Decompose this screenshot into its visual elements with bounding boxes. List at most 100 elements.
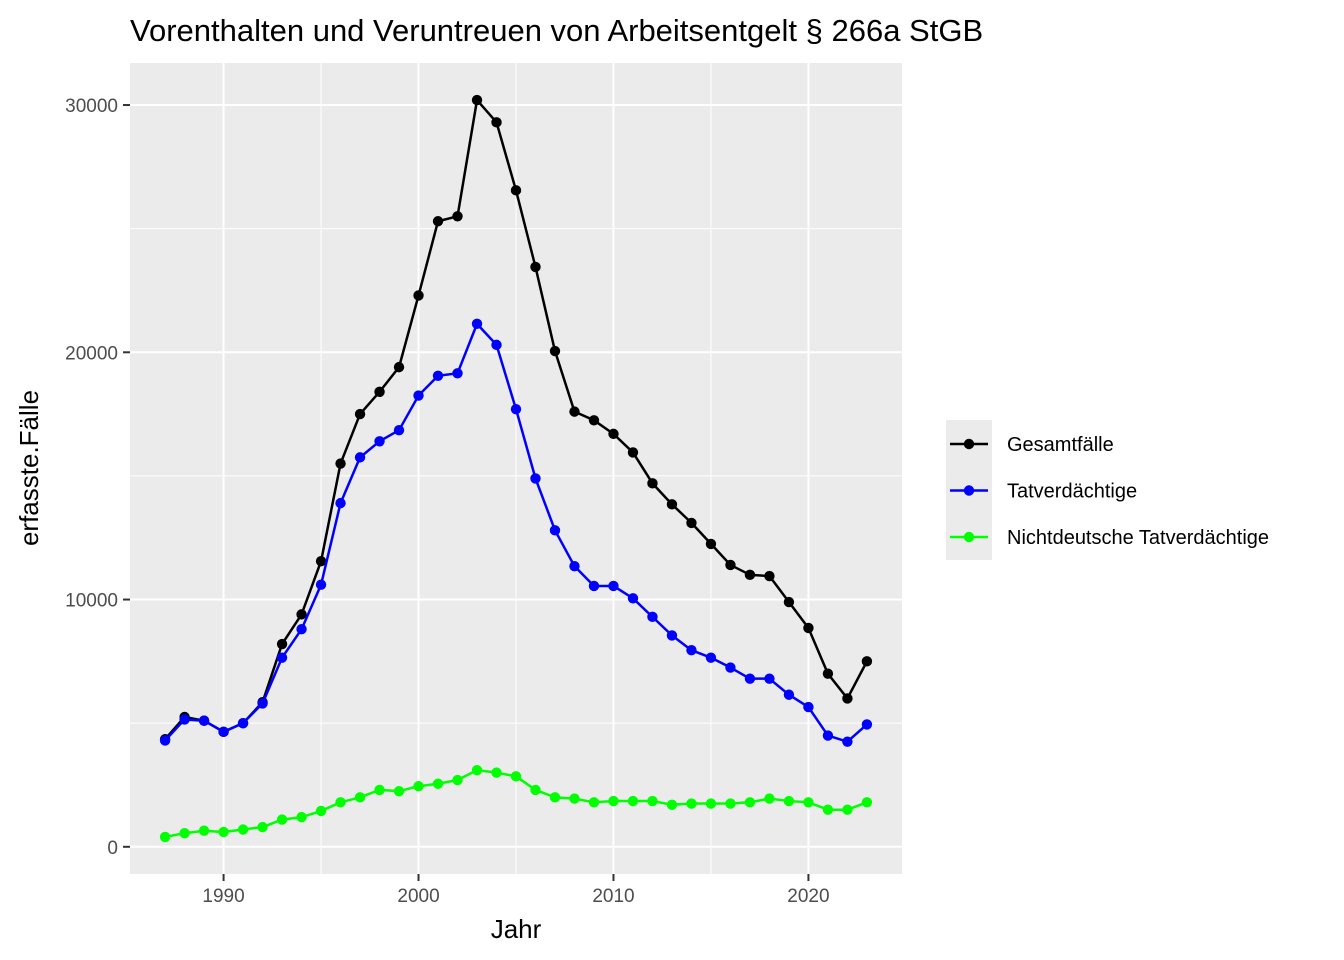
data-point	[627, 593, 639, 604]
data-point	[725, 662, 736, 673]
data-point	[530, 261, 541, 273]
data-point	[491, 767, 502, 778]
data-point	[179, 828, 190, 839]
data-point	[354, 452, 366, 463]
data-point	[471, 764, 483, 776]
data-point	[549, 345, 561, 357]
data-point	[861, 797, 873, 808]
data-point	[491, 117, 502, 128]
data-point	[179, 714, 190, 725]
data-point	[725, 798, 736, 809]
data-point	[374, 436, 385, 447]
axes: 1990 2000 2010 2020 0 10000 20000 30000	[65, 96, 829, 907]
x-axis-title: Jahr	[491, 914, 542, 944]
data-point	[257, 821, 268, 833]
data-point	[686, 645, 697, 656]
y-tick-label: 20000	[65, 343, 118, 364]
data-point	[491, 339, 502, 351]
data-point	[159, 735, 171, 746]
data-point	[471, 318, 483, 330]
data-point	[647, 478, 658, 489]
data-point	[276, 638, 288, 650]
data-point	[842, 804, 853, 815]
y-tick-label: 0	[107, 838, 118, 859]
data-point	[666, 799, 678, 810]
legend-item: Gesamtfälle	[950, 434, 1114, 456]
y-tick-label: 10000	[65, 591, 118, 612]
y-axis-title: erfasste.Fälle	[14, 390, 44, 546]
data-point	[764, 673, 775, 684]
data-point	[393, 361, 405, 373]
x-tick-label: 1990	[202, 886, 244, 907]
data-point	[744, 569, 756, 581]
data-point	[198, 825, 210, 836]
series-2	[159, 318, 873, 747]
legend-item: Nichtdeutsche Tatverdächtige	[950, 527, 1269, 549]
data-point	[783, 689, 795, 700]
data-point	[588, 580, 600, 592]
data-point	[530, 473, 541, 484]
data-point	[822, 730, 834, 741]
data-point	[686, 798, 697, 809]
data-point	[705, 652, 717, 663]
series-3	[159, 764, 873, 843]
data-point	[335, 458, 346, 469]
data-point	[764, 570, 775, 582]
data-point	[764, 793, 775, 804]
data-point	[237, 824, 249, 835]
data-point	[413, 290, 424, 301]
data-point	[471, 94, 483, 106]
data-point	[413, 390, 424, 401]
legend-key-point	[963, 531, 975, 543]
data-point	[783, 795, 795, 807]
data-point	[296, 811, 307, 823]
data-point	[627, 447, 639, 458]
data-point	[296, 609, 307, 620]
data-point	[705, 538, 717, 550]
data-point	[257, 698, 268, 709]
legend-label: Tatverdächtige	[1007, 481, 1137, 503]
data-point	[608, 580, 619, 592]
data-point	[198, 715, 210, 726]
data-point	[276, 652, 288, 663]
data-point	[803, 622, 814, 634]
data-point	[744, 673, 756, 684]
legend: Gesamtfälle Tatverdächtige Nichtdeutsche T…	[946, 420, 1269, 560]
data-point	[276, 814, 288, 825]
data-point	[647, 611, 658, 623]
data-point	[627, 795, 639, 807]
data-point	[393, 785, 405, 797]
data-point	[725, 559, 736, 571]
legend-label: Gesamtfälle	[1007, 434, 1114, 456]
data-point	[413, 781, 424, 792]
data-point	[803, 797, 814, 808]
data-point	[647, 795, 658, 807]
data-point	[549, 792, 561, 803]
data-point	[744, 797, 756, 808]
data-point	[393, 424, 405, 436]
data-point	[569, 560, 580, 572]
legend-key-point	[963, 438, 975, 450]
data-point	[803, 701, 814, 713]
data-point	[452, 774, 463, 786]
legend-key-point	[963, 485, 975, 496]
data-point	[432, 216, 444, 227]
data-point	[510, 771, 522, 782]
data-point	[569, 406, 580, 417]
data-point	[842, 693, 853, 704]
x-tick-label: 2000	[397, 886, 439, 907]
data-point	[569, 793, 580, 804]
data-point	[608, 428, 619, 440]
data-point	[452, 368, 463, 379]
data-point	[354, 408, 366, 420]
data-point	[686, 517, 697, 529]
x-tick-label: 2020	[787, 886, 829, 907]
data-point	[588, 415, 600, 426]
data-point	[374, 784, 385, 796]
series-layer	[159, 94, 873, 843]
data-point	[354, 792, 366, 803]
legend-label: Nichtdeutsche Tatverdächtige	[1007, 527, 1269, 549]
data-point	[315, 556, 327, 567]
data-point	[666, 630, 678, 641]
data-point	[452, 211, 463, 222]
